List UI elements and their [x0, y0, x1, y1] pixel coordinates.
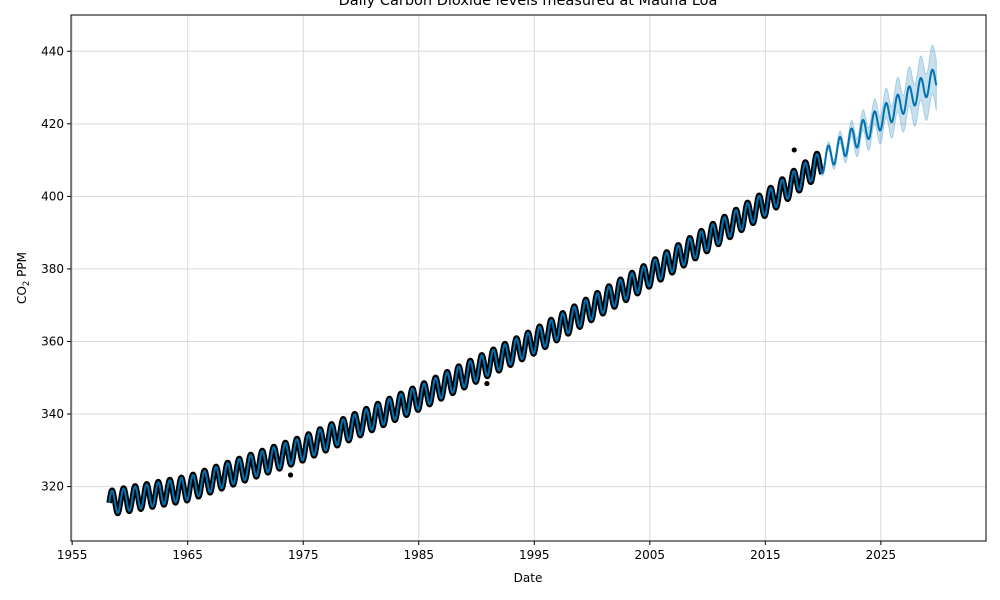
forecast-series [108, 68, 938, 514]
chart-title: Daily Carbon Dioxide levels measured at … [339, 0, 718, 9]
y-tick-label: 400 [41, 189, 64, 203]
outlier-point [287, 472, 294, 478]
x-tick-label: 1955 [57, 548, 88, 562]
y-tick-label: 360 [41, 334, 64, 348]
y-tick-label: 380 [41, 262, 64, 276]
x-tick-label: 1965 [172, 548, 203, 562]
x-axis-ticks: 1955 1965 1975 1985 1995 2005 2015 2025 [57, 541, 896, 562]
y-axis-ticks: 320 340 360 380 400 420 440 [41, 44, 71, 494]
outlier-point [791, 147, 797, 153]
x-tick-label: 2025 [866, 548, 897, 562]
uncertainty-band [821, 44, 937, 177]
x-tick-label: 2005 [635, 548, 666, 562]
y-tick-label: 420 [41, 117, 64, 131]
x-axis-label: Date [514, 571, 543, 585]
x-tick-label: 1975 [288, 548, 319, 562]
plot-frame [70, 14, 987, 542]
y-tick-label: 340 [41, 407, 64, 421]
y-tick-label: 320 [41, 480, 64, 494]
uncertainty-interval [821, 44, 937, 177]
x-tick-label: 1995 [519, 548, 550, 562]
x-tick-label: 1985 [403, 548, 434, 562]
outlier-point [484, 380, 490, 387]
y-tick-label: 440 [41, 44, 64, 58]
y-axis-label-rest: PPM [15, 252, 29, 281]
y-axis-label: CO2 PPM [15, 252, 32, 304]
y-axis-label-main: CO [15, 286, 29, 304]
forecast-line [108, 68, 938, 514]
y-axis-label-subscript: 2 [22, 281, 32, 286]
x-tick-label: 2015 [750, 548, 781, 562]
